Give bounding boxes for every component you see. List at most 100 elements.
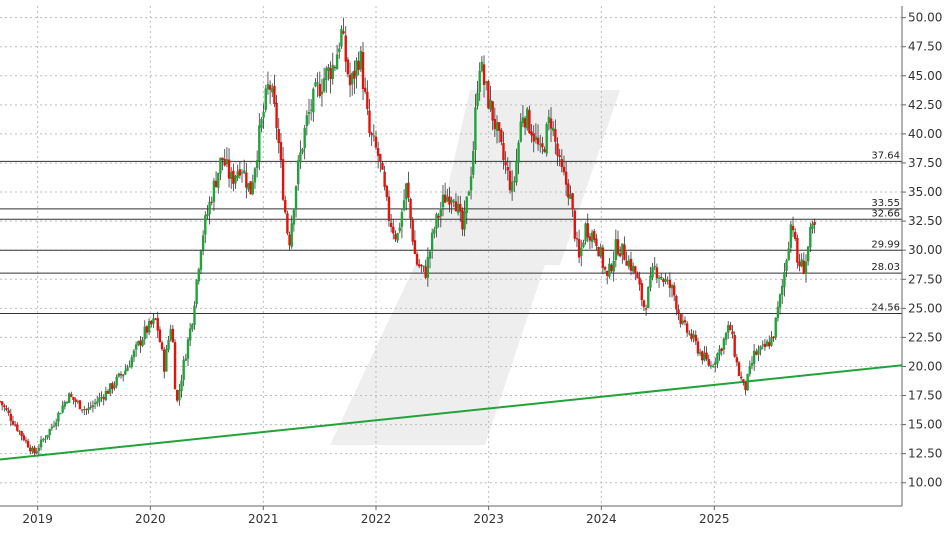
candle-up <box>534 136 538 141</box>
candle-up <box>787 248 790 261</box>
y-tick-label: 37.50 <box>908 156 942 170</box>
candle-up <box>519 121 522 142</box>
trendline-line <box>0 364 903 461</box>
candle-down <box>0 401 4 406</box>
candle-down <box>7 410 10 414</box>
candle-up <box>117 373 121 377</box>
candle-up <box>128 366 131 368</box>
candle-up <box>191 324 194 330</box>
candle-up <box>50 426 54 429</box>
candle-up <box>472 151 475 175</box>
candle-up <box>664 279 667 282</box>
candle-down <box>85 409 88 411</box>
candle-down <box>543 149 546 152</box>
candle-down <box>0 401 2 403</box>
candle-down <box>385 185 388 198</box>
candle-up <box>398 227 401 232</box>
candle-up <box>599 247 602 257</box>
candle-up <box>651 267 654 278</box>
candle-up <box>783 271 786 288</box>
candle-up <box>240 172 244 174</box>
candle-up <box>167 339 170 350</box>
candle-up <box>197 269 200 282</box>
candle-down <box>221 157 224 160</box>
candle-down <box>175 390 179 401</box>
candle-down <box>16 424 19 431</box>
candle-up <box>87 407 90 410</box>
candle-down <box>549 118 553 129</box>
candle-down <box>448 196 451 205</box>
candle-up <box>212 180 216 202</box>
candle-up <box>76 401 79 403</box>
candle-up <box>96 401 99 404</box>
candle-up <box>372 135 376 137</box>
candle-up <box>711 365 715 367</box>
candle-up <box>314 82 317 87</box>
candle-up <box>759 346 762 350</box>
level-label: 33.55 <box>871 198 900 209</box>
candle-up <box>169 329 172 340</box>
candle-down <box>268 85 272 90</box>
y-tick-label: 25.00 <box>908 301 942 315</box>
candle-down <box>383 171 386 187</box>
candle-down <box>586 223 589 238</box>
candle-up <box>113 385 116 389</box>
candle-down <box>567 183 570 198</box>
candle-down <box>560 159 564 168</box>
candle-up <box>165 349 168 372</box>
candle-down <box>731 331 734 335</box>
candle-down <box>662 278 665 282</box>
candle-up <box>335 54 339 70</box>
candle-up <box>465 196 468 214</box>
candle-up <box>93 402 97 405</box>
candle-down <box>461 210 464 230</box>
candle-down <box>420 264 423 267</box>
candle-up <box>770 337 773 346</box>
candle-down <box>813 221 816 225</box>
candle-up <box>182 360 185 380</box>
candle-down <box>640 283 643 300</box>
candle-up <box>396 233 399 241</box>
candle-down <box>575 238 579 240</box>
candle-down <box>424 266 427 278</box>
candle-up <box>61 405 64 413</box>
candle-down <box>443 194 447 203</box>
candle-down <box>536 137 540 145</box>
candle-up <box>130 357 134 368</box>
candle-down <box>733 335 736 357</box>
candle-down <box>530 131 533 136</box>
candle-up <box>580 247 583 257</box>
candle-down <box>605 270 609 276</box>
candle-up <box>137 341 140 345</box>
candle-up <box>515 160 518 183</box>
candle-down <box>232 170 235 184</box>
y-tick-label: 47.50 <box>908 40 942 54</box>
candle-up <box>584 223 587 242</box>
candle-up <box>247 183 250 190</box>
candle-up <box>219 157 222 174</box>
candle-down <box>342 31 345 34</box>
candle-down <box>214 180 218 187</box>
candle-up <box>480 61 484 72</box>
candle-up <box>478 70 481 92</box>
candle-up <box>752 350 756 364</box>
candle-down <box>737 362 741 377</box>
candle-down <box>111 383 114 389</box>
candle-up <box>262 111 265 118</box>
candle-up <box>206 213 209 217</box>
candle-up <box>422 265 425 267</box>
candle-up <box>98 397 101 402</box>
candle-down <box>487 81 490 109</box>
candle-up <box>180 380 183 392</box>
candle-down <box>346 59 350 75</box>
candle-down <box>595 238 598 246</box>
candle-down <box>392 226 395 234</box>
candle-up <box>195 280 198 305</box>
candle-down <box>793 231 797 239</box>
candle-down <box>629 258 633 271</box>
candle-down <box>720 348 723 351</box>
candle-down <box>329 68 332 80</box>
candle-down <box>588 236 592 241</box>
candle-down <box>454 201 458 212</box>
candle-down <box>768 342 771 347</box>
